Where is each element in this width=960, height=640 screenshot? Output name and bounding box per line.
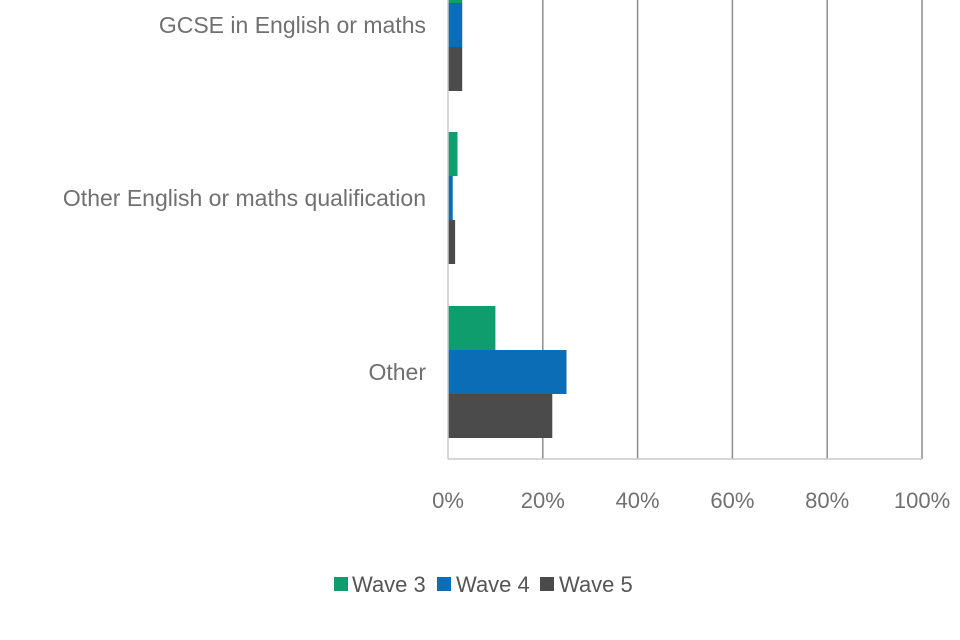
legend-swatch: [334, 577, 348, 591]
axes: [447, 0, 922, 460]
bar: [448, 394, 553, 438]
bar: [448, 132, 458, 176]
bar: [448, 3, 463, 47]
category-label: Other: [368, 359, 426, 385]
x-tick-label: 20%: [521, 488, 565, 513]
bar: [448, 220, 456, 264]
x-tick-label: 0%: [432, 488, 464, 513]
legend-label: Wave 3: [352, 572, 426, 597]
category-label: Other English or maths qualification: [63, 185, 426, 211]
x-tick-label: 40%: [616, 488, 660, 513]
legend-swatch: [437, 577, 451, 591]
legend: Wave 3 Wave 4 Wave 5: [334, 572, 633, 597]
bars: [448, 0, 567, 438]
legend-swatch: [540, 577, 554, 591]
x-tick-labels: 0% 20% 40% 60% 80% 100%: [432, 488, 950, 513]
legend-label: Wave 4: [456, 572, 530, 597]
bar: [448, 306, 496, 350]
gridlines: [542, 0, 923, 459]
legend-label: Wave 5: [559, 572, 633, 597]
x-tick-label: 60%: [710, 488, 754, 513]
category-label: GCSE in English or maths: [159, 12, 426, 38]
x-tick-label: 100%: [894, 488, 950, 513]
bar: [448, 47, 463, 91]
bar: [448, 350, 567, 394]
category-labels: GCSE in English or maths Other English or…: [63, 12, 426, 385]
bar: [448, 176, 453, 220]
bar: [448, 0, 463, 3]
x-tick-label: 80%: [805, 488, 849, 513]
